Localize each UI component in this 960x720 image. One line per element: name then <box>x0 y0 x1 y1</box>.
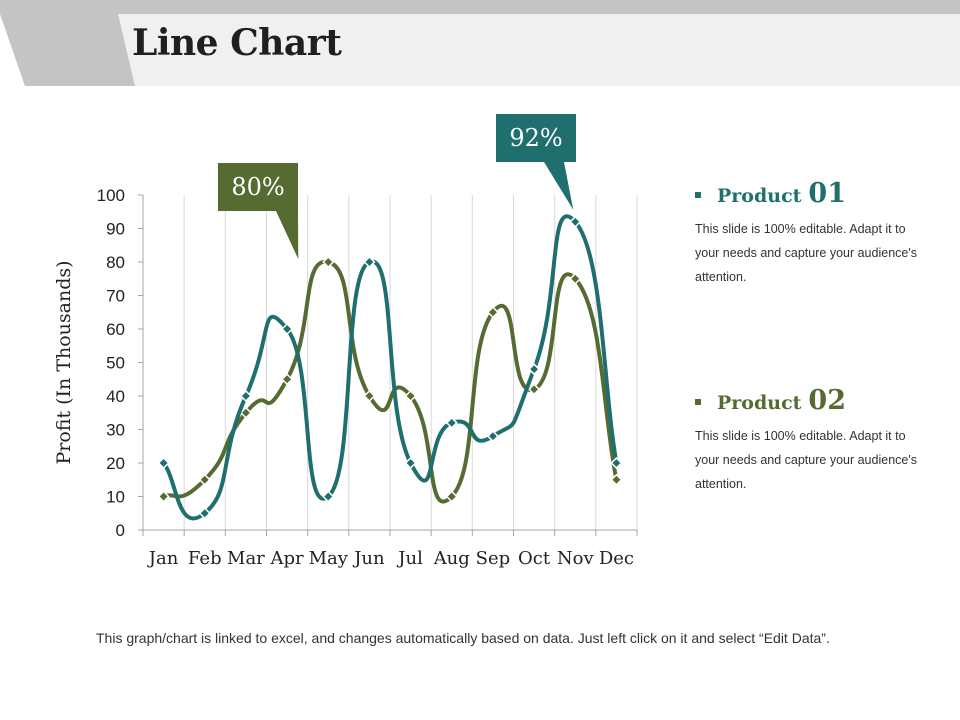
y-tick-label: 90 <box>106 220 125 239</box>
x-tick-label: Jan <box>147 548 179 569</box>
x-tick-label: Jun <box>352 548 385 569</box>
data-point <box>569 272 582 285</box>
data-point <box>198 473 211 486</box>
data-point <box>322 490 335 503</box>
data-point <box>610 456 623 470</box>
y-tick-label: 30 <box>106 421 125 440</box>
data-point <box>281 373 294 386</box>
footer-note: This graph/chart is linked to excel, and… <box>96 630 830 646</box>
callout: 80% <box>218 163 299 259</box>
callout-box <box>496 114 576 162</box>
y-axis-label: Profit (In Thousands) <box>53 260 75 464</box>
data-point <box>486 430 499 443</box>
x-tick-label: Feb <box>188 548 222 569</box>
data-point <box>445 416 458 429</box>
y-tick-label: 100 <box>97 186 125 205</box>
data-point <box>239 389 252 403</box>
y-tick-label: 60 <box>106 320 125 339</box>
callout-tail <box>276 211 299 259</box>
callout-label: 92% <box>509 124 562 152</box>
data-point <box>404 389 417 403</box>
legend-label: Product <box>717 185 802 207</box>
legend-bullet-icon <box>695 399 701 405</box>
data-point <box>239 406 252 419</box>
x-tick-label: Sep <box>476 548 511 569</box>
y-tick-label: 20 <box>106 454 125 473</box>
data-point <box>528 383 541 396</box>
data-point <box>322 255 335 269</box>
callout: 92% <box>496 114 576 210</box>
data-point <box>198 507 211 520</box>
page-title: Line Chart <box>132 22 342 64</box>
callout-box <box>218 163 298 211</box>
legend-description: This slide is 100% editable. Adapt it to… <box>695 429 917 491</box>
y-tick-label: 0 <box>116 521 125 540</box>
legend-product-02: Product 02 This slide is 100% editable. … <box>695 385 935 496</box>
y-tick-label: 40 <box>106 387 125 406</box>
x-tick-label: Nov <box>557 548 595 569</box>
title-bar-shapes <box>0 0 960 86</box>
data-point <box>363 255 376 269</box>
x-tick-label: Mar <box>227 548 265 569</box>
data-point <box>445 490 458 503</box>
x-tick-label: Oct <box>518 548 551 569</box>
data-point <box>363 389 376 403</box>
x-tick-label: Apr <box>270 548 305 569</box>
legend-bullet-icon <box>695 192 701 198</box>
title-bar-accent <box>0 14 135 86</box>
data-point <box>157 456 170 470</box>
data-point <box>569 215 582 228</box>
x-tick-label: Aug <box>433 548 470 569</box>
title-bar-top-strip <box>0 0 960 14</box>
data-point <box>486 306 499 319</box>
title-bar: Line Chart <box>0 0 960 90</box>
data-point <box>157 490 170 503</box>
legend-product-01: Product 01 This slide is 100% editable. … <box>695 178 935 289</box>
data-point <box>281 322 294 336</box>
x-tick-label: Jul <box>396 548 423 569</box>
callout-label: 80% <box>231 173 284 201</box>
title-bar-background <box>118 14 960 86</box>
y-tick-label: 10 <box>106 488 125 507</box>
line-chart: 0 10 20 30 40 50 60 70 80 90 100 Jan Feb Mar Apr May Jun… <box>53 114 638 569</box>
legend-label: Product <box>717 392 802 414</box>
x-tick-label: Dec <box>599 548 634 569</box>
x-tick-label: May <box>309 548 349 569</box>
legend-number: 02 <box>808 385 846 416</box>
y-tick-label: 50 <box>106 354 125 373</box>
y-tick-label: 80 <box>106 253 125 272</box>
data-point <box>610 473 623 486</box>
y-tick-label: 70 <box>106 287 125 306</box>
data-point <box>404 456 417 470</box>
legend-number: 01 <box>808 178 846 209</box>
series-line-1 <box>161 214 619 521</box>
legend-description: This slide is 100% editable. Adapt it to… <box>695 222 917 284</box>
callout-tail <box>544 162 574 210</box>
data-point <box>528 363 541 376</box>
